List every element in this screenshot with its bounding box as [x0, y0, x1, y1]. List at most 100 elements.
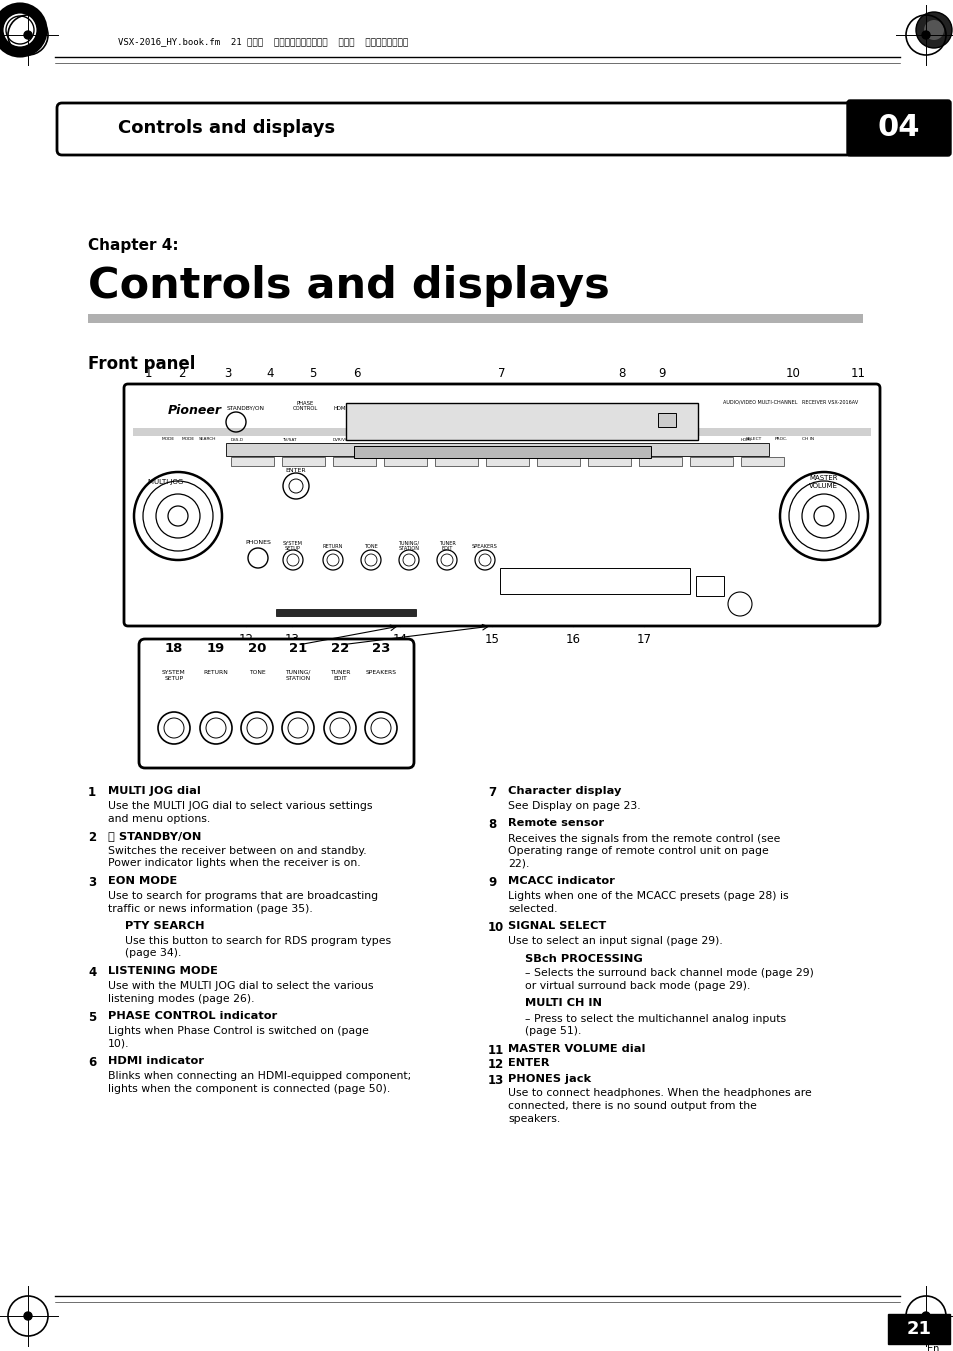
Text: MULTI JOG: MULTI JOG — [148, 480, 183, 485]
Text: PHONES jack: PHONES jack — [507, 1074, 591, 1084]
Text: 10: 10 — [488, 921, 504, 934]
FancyBboxPatch shape — [124, 384, 879, 626]
Text: 15: 15 — [484, 634, 499, 646]
Bar — [740, 457, 783, 466]
Text: VSX-2016_HY.book.fm  21 ページ  ２００６年２月２４日  金曜日  午後１２時４０分: VSX-2016_HY.book.fm 21 ページ ２００６年２月２４日 金曜… — [118, 38, 408, 46]
Text: MULTI CH IN: MULTI CH IN — [524, 998, 601, 1008]
Text: Use to select an input signal (page 29).: Use to select an input signal (page 29). — [507, 936, 722, 946]
Text: MASTER
VOLUME: MASTER VOLUME — [808, 476, 837, 489]
Text: 8: 8 — [618, 367, 625, 380]
Text: TONE: TONE — [249, 670, 265, 676]
Bar — [354, 446, 650, 458]
Text: 21: 21 — [289, 642, 307, 655]
Text: RETURN: RETURN — [203, 670, 228, 676]
Text: CD/TAPE/MD: CD/TAPE/MD — [537, 438, 562, 442]
Text: DVR/VCR1: DVR/VCR1 — [333, 438, 354, 442]
Text: 6: 6 — [88, 1056, 96, 1069]
Text: AUDIO/VIDEO MULTI-CHANNEL   RECEIVER VSX-2016AV: AUDIO/VIDEO MULTI-CHANNEL RECEIVER VSX-2… — [722, 400, 858, 404]
Text: MASTER VOLUME dial: MASTER VOLUME dial — [507, 1043, 645, 1054]
Text: TUNING/
STATION: TUNING/ STATION — [398, 540, 419, 551]
Text: 2: 2 — [88, 831, 96, 844]
Text: En: En — [926, 1344, 938, 1351]
Text: SPEAKERS: SPEAKERS — [472, 543, 497, 549]
Text: (page 51).: (page 51). — [524, 1025, 580, 1036]
Text: 04: 04 — [877, 112, 920, 142]
Text: Power indicator lights when the receiver is on.: Power indicator lights when the receiver… — [108, 858, 360, 869]
Text: TUNER
EDIT: TUNER EDIT — [330, 670, 350, 681]
Text: PTY SEARCH: PTY SEARCH — [125, 921, 204, 931]
Text: DVD: DVD — [639, 438, 647, 442]
Text: listening modes (page 26).: listening modes (page 26). — [108, 993, 254, 1004]
Text: 23: 23 — [372, 642, 390, 655]
Text: 10: 10 — [784, 367, 800, 380]
Text: 22).: 22). — [507, 858, 529, 869]
Text: VCR/GAME: VCR/GAME — [435, 438, 456, 442]
Bar — [696, 576, 723, 596]
Bar — [275, 609, 416, 616]
Text: 19: 19 — [207, 642, 225, 655]
Text: – Selects the surround back channel mode (page 29): – Selects the surround back channel mode… — [524, 969, 813, 978]
Text: Chapter 4:: Chapter 4: — [88, 238, 178, 253]
FancyBboxPatch shape — [57, 103, 851, 155]
Text: SYSTEM
SETUP: SYSTEM SETUP — [283, 540, 303, 551]
Text: – Press to select the multichannel analog inputs: – Press to select the multichannel analo… — [524, 1013, 785, 1024]
Text: Use the MULTI JOG dial to select various settings: Use the MULTI JOG dial to select various… — [108, 801, 372, 811]
Text: PTY
SEARCH: PTY SEARCH — [199, 432, 216, 440]
Bar — [639, 457, 681, 466]
Text: TONE: TONE — [364, 543, 377, 549]
Text: PHONO: PHONO — [587, 438, 602, 442]
FancyBboxPatch shape — [846, 100, 950, 155]
Text: TUNING/
STATION: TUNING/ STATION — [285, 670, 311, 681]
Text: Lights when Phase Control is switched on (page: Lights when Phase Control is switched on… — [108, 1025, 369, 1036]
Text: 5: 5 — [309, 367, 316, 380]
Text: Operating range of remote control unit on page: Operating range of remote control unit o… — [507, 846, 768, 857]
Text: 3: 3 — [224, 367, 232, 380]
Text: Use to search for programs that are broadcasting: Use to search for programs that are broa… — [108, 892, 377, 901]
Text: Use this button to search for RDS program types: Use this button to search for RDS progra… — [125, 936, 391, 946]
Text: 22: 22 — [331, 642, 349, 655]
Text: Lights when one of the MCACC presets (page 28) is: Lights when one of the MCACC presets (pa… — [507, 892, 788, 901]
Text: 1: 1 — [144, 367, 152, 380]
Text: or virtual surround back mode (page 29).: or virtual surround back mode (page 29). — [524, 981, 750, 992]
Text: HDMI indicator: HDMI indicator — [108, 1056, 204, 1066]
Text: 5: 5 — [88, 1011, 96, 1024]
Circle shape — [921, 31, 929, 39]
FancyBboxPatch shape — [139, 639, 414, 767]
Text: HDMI: HDMI — [333, 405, 347, 411]
Text: DVR/VCR2: DVR/VCR2 — [384, 438, 405, 442]
Text: 14: 14 — [392, 634, 407, 646]
Text: TV/SAT: TV/SAT — [282, 438, 296, 442]
Text: 18: 18 — [165, 642, 183, 655]
Text: Front panel: Front panel — [88, 355, 195, 373]
Text: Blinks when connecting an HDMI-equipped component;: Blinks when connecting an HDMI-equipped … — [108, 1071, 411, 1081]
Text: STANDBY/ON: STANDBY/ON — [227, 405, 265, 411]
Text: and menu options.: and menu options. — [108, 813, 210, 824]
Text: LISTENING
MODE: LISTENING MODE — [156, 432, 179, 440]
Bar — [537, 457, 579, 466]
Text: See Display on page 23.: See Display on page 23. — [507, 801, 640, 811]
Text: (page 34).: (page 34). — [125, 948, 181, 958]
Text: Use with the MULTI JOG dial to select the various: Use with the MULTI JOG dial to select th… — [108, 981, 374, 992]
Text: PHONES: PHONES — [245, 540, 271, 546]
Text: SBch PROCESSING: SBch PROCESSING — [524, 954, 642, 963]
Text: EON
MODE: EON MODE — [181, 432, 194, 440]
Text: Controls and displays: Controls and displays — [88, 265, 609, 307]
Text: PHASE
CONTROL: PHASE CONTROL — [292, 401, 317, 412]
Text: lights when the component is connected (page 50).: lights when the component is connected (… — [108, 1084, 390, 1093]
Text: SIGNAL SELECT: SIGNAL SELECT — [507, 921, 605, 931]
Bar — [132, 428, 870, 436]
Text: Character display: Character display — [507, 786, 620, 796]
Text: 11: 11 — [488, 1043, 504, 1056]
Text: 12: 12 — [488, 1058, 504, 1071]
Bar — [384, 457, 427, 466]
Text: HDMI: HDMI — [740, 438, 751, 442]
Circle shape — [921, 1312, 929, 1320]
Text: 12: 12 — [238, 634, 253, 646]
Text: 9: 9 — [488, 875, 496, 889]
Bar — [689, 457, 732, 466]
Text: 4: 4 — [266, 367, 274, 380]
Text: ⓨ STANDBY/ON: ⓨ STANDBY/ON — [108, 831, 201, 842]
Text: DSS-D: DSS-D — [231, 438, 244, 442]
Text: Remote sensor: Remote sensor — [507, 819, 603, 828]
Text: selected.: selected. — [507, 904, 557, 913]
